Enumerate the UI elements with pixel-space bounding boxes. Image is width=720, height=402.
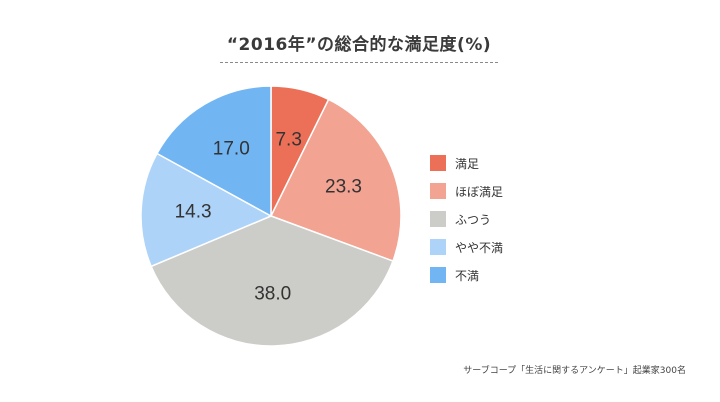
legend-swatch	[430, 155, 446, 171]
legend-item-3: ふつう	[430, 211, 503, 227]
pie-slice-2	[269, 98, 402, 263]
slice-value-label-4: 14.3	[175, 202, 212, 223]
legend-label: 不満	[455, 268, 480, 283]
slice-value-label-5: 17.0	[213, 138, 250, 159]
legend-item-4: やや不満	[430, 239, 503, 255]
legend-swatch	[430, 211, 446, 227]
chart-unit: (%)	[457, 35, 492, 55]
chart-title: “2016年”の総合的な満足度	[226, 35, 458, 55]
slice-value-label-3: 38.0	[254, 284, 291, 305]
legend-label: ほぼ満足	[455, 184, 504, 199]
chart-title-block: “2016年”の総合的な満足度(%)	[220, 30, 498, 55]
pie-slice-3	[150, 215, 394, 347]
legend-label: やや不満	[455, 240, 504, 255]
source-note: サーブコープ「生活に関するアンケート」起業家300名	[463, 366, 686, 376]
slice-value-label-1: 7.3	[275, 130, 301, 151]
pie-slice-4	[140, 152, 273, 268]
legend-item-2: ほぼ満足	[430, 183, 503, 199]
legend-swatch	[430, 267, 446, 283]
legend-swatch	[430, 239, 446, 255]
chart-legend: 満足ほぼ満足ふつうやや不満不満	[430, 155, 503, 295]
slice-value-label-2: 23.3	[325, 177, 362, 198]
legend-item-1: 満足	[430, 155, 503, 171]
title-divider	[220, 62, 498, 63]
legend-item-5: 不満	[430, 267, 503, 283]
legend-swatch	[430, 183, 446, 199]
pie-slice-5	[155, 85, 272, 218]
legend-label: ふつう	[455, 212, 492, 227]
legend-label: 満足	[455, 156, 480, 171]
